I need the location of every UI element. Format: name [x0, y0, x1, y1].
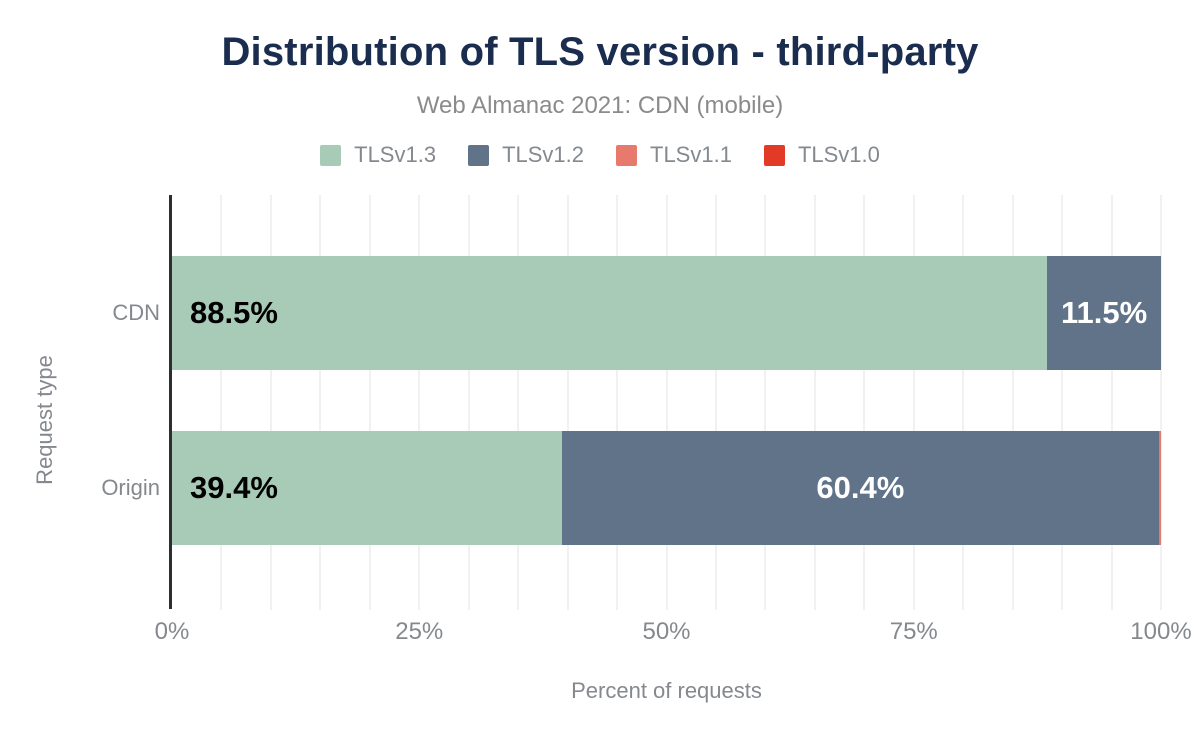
y-axis-title: Request type — [32, 355, 57, 485]
bar-segment-origin-tlsv1.2: 60.4% — [561, 431, 1159, 545]
plot-area: 88.5% 11.5% 39.4% 60.4% — [169, 195, 1162, 610]
category-label-cdn: CDN — [112, 300, 160, 325]
bar-segment-cdn-tlsv1.3: 88.5% — [172, 256, 1048, 370]
x-tick-label: 100% — [1130, 618, 1192, 645]
gridline — [1160, 195, 1162, 610]
gridline — [566, 195, 569, 610]
bar-segment-origin-tlsv1.3: 39.4% — [172, 431, 562, 545]
chart-subtitle: Web Almanac 2021: CDN (mobile) — [416, 92, 784, 119]
gridline — [1011, 195, 1014, 610]
legend-label: TLSv1.0 — [797, 142, 880, 167]
gridline — [665, 195, 668, 610]
y-axis-line — [169, 195, 172, 609]
legend-swatch-icon — [763, 144, 785, 166]
legend-item-tlsv1.2: TLSv1.2 — [468, 142, 584, 168]
x-tick-label: 25% — [395, 618, 444, 645]
gridline — [962, 195, 965, 610]
gridline — [269, 195, 272, 610]
legend-swatch-icon — [616, 144, 637, 166]
gridline — [616, 195, 619, 610]
legend-label: TLSv1.2 — [502, 142, 584, 167]
bar-value-label: 11.5% — [1061, 295, 1148, 330]
bar-value-label: 60.4% — [816, 470, 905, 505]
gridline — [368, 195, 371, 610]
bar-value-label: 88.5% — [190, 295, 278, 330]
bar-segment-origin-tlsv1.1 — [1159, 431, 1161, 545]
gridline — [319, 195, 322, 610]
gridline — [1061, 195, 1064, 610]
gridline — [1110, 195, 1113, 610]
legend-item-tlsv1.0: TLSv1.0 — [763, 142, 880, 168]
legend-label: TLSv1.1 — [650, 142, 732, 167]
bar-segment-cdn-tlsv1.2: 11.5% — [1047, 256, 1161, 370]
chart-title: Distribution of TLS version - third-part… — [221, 30, 979, 74]
bar-cdn: 88.5% 11.5% — [172, 256, 1161, 370]
gridline — [517, 195, 520, 610]
legend-swatch-icon — [320, 144, 342, 166]
legend-item-tlsv1.3: TLSv1.3 — [320, 142, 436, 168]
gridline — [418, 195, 421, 610]
gridline — [912, 195, 915, 610]
legend-item-tlsv1.1: TLSv1.1 — [616, 142, 732, 168]
legend-label: TLSv1.3 — [354, 142, 437, 167]
gridline — [220, 195, 223, 610]
gridline — [813, 195, 816, 610]
x-axis-title: Percent of requests — [571, 678, 762, 703]
category-label-origin: Origin — [101, 475, 160, 500]
legend-swatch-icon — [468, 144, 490, 166]
legend: TLSv1.3 TLSv1.2 TLSv1.1 TLSv1.0 — [0, 142, 1200, 168]
x-tick-label: 75% — [889, 618, 938, 645]
bar-origin: 39.4% 60.4% — [172, 431, 1161, 545]
gridline — [467, 195, 470, 610]
gridline — [714, 195, 717, 610]
x-tick-label: 0% — [154, 618, 190, 645]
gridline — [764, 195, 767, 610]
bar-value-label: 39.4% — [190, 470, 278, 505]
x-tick-label: 50% — [642, 618, 691, 645]
gridline — [863, 195, 866, 610]
